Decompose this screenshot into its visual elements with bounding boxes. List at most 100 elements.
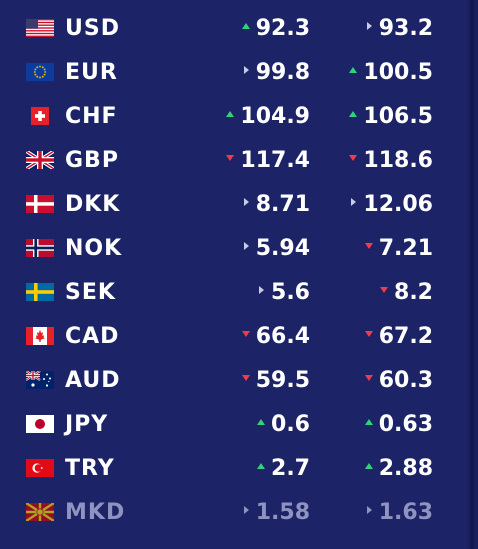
- exchange-rate-list: USD 92.3 93.2 EUR 99.8 100.5: [0, 8, 467, 536]
- trend-up-icon: [364, 418, 374, 426]
- us-flag-icon: [26, 19, 54, 37]
- currency-code: EUR: [65, 60, 118, 85]
- currency-code: MKD: [65, 500, 126, 525]
- currency-code: GBP: [65, 148, 119, 173]
- trend-same-icon: [241, 65, 251, 75]
- rate-row-dkk: DKK 8.71 12.06: [0, 184, 467, 228]
- trend-same-icon: [256, 285, 266, 295]
- currency-code: TRY: [65, 456, 115, 481]
- buy-rate: 1.58: [241, 497, 310, 529]
- rate-row-usd: USD 92.3 93.2: [0, 8, 467, 52]
- vertical-scrollbar[interactable]: [467, 0, 478, 549]
- dk-flag-icon: [26, 195, 54, 213]
- buy-rate-value: 92.3: [255, 16, 310, 41]
- sell-rate-value: 118.6: [363, 148, 433, 173]
- currency-code: NOK: [65, 236, 123, 261]
- sell-rate: 1.63: [364, 497, 433, 529]
- buy-rate: 99.8: [241, 57, 310, 89]
- trend-up-icon: [348, 66, 358, 74]
- buy-rate-value: 59.5: [255, 368, 310, 393]
- buy-rate: 0.6: [256, 409, 310, 441]
- trend-down-icon: [348, 154, 358, 162]
- buy-rate-value: 0.6: [271, 412, 310, 437]
- trend-same-icon: [364, 505, 374, 515]
- ch-flag-icon: [26, 107, 54, 125]
- trend-down-icon: [241, 374, 251, 382]
- buy-rate-value: 104.9: [240, 104, 310, 129]
- trend-down-icon: [364, 330, 374, 338]
- sell-rate-value: 106.5: [363, 104, 433, 129]
- trend-up-icon: [348, 110, 358, 118]
- jp-flag-icon: [26, 415, 54, 433]
- se-flag-icon: [26, 283, 54, 301]
- rate-row-try: TRY 2.7 2.88: [0, 448, 467, 492]
- trend-up-icon: [225, 110, 235, 118]
- sell-rate-value: 100.5: [363, 60, 433, 85]
- trend-down-icon: [225, 154, 235, 162]
- buy-rate-value: 5.6: [271, 280, 310, 305]
- buy-rate-value: 5.94: [255, 236, 310, 261]
- au-flag-icon: [26, 371, 54, 389]
- buy-rate: 104.9: [225, 101, 310, 133]
- sell-rate-value: 93.2: [378, 16, 433, 41]
- buy-rate-value: 99.8: [255, 60, 310, 85]
- ca-flag-icon: [26, 327, 54, 345]
- rate-row-nok: NOK 5.94 7.21: [0, 228, 467, 272]
- scrollbar-track[interactable]: [470, 0, 474, 549]
- sell-rate: 106.5: [348, 101, 433, 133]
- sell-rate-value: 1.63: [378, 500, 433, 525]
- currency-code: SEK: [65, 280, 116, 305]
- sell-rate-value: 67.2: [378, 324, 433, 349]
- sell-rate: 67.2: [364, 321, 433, 353]
- sell-rate: 100.5: [348, 57, 433, 89]
- sell-rate-value: 12.06: [363, 192, 433, 217]
- rate-row-eur: EUR 99.8 100.5: [0, 52, 467, 96]
- sell-rate: 12.06: [348, 189, 433, 221]
- trend-up-icon: [256, 418, 266, 426]
- buy-rate: 117.4: [225, 145, 310, 177]
- trend-same-icon: [241, 197, 251, 207]
- rate-row-chf: CHF 104.9 106.5: [0, 96, 467, 140]
- rate-row-cad: CAD 66.4 67.2: [0, 316, 467, 360]
- sell-rate: 60.3: [364, 365, 433, 397]
- sell-rate-value: 60.3: [378, 368, 433, 393]
- currency-code: CHF: [65, 104, 118, 129]
- buy-rate: 2.7: [256, 453, 310, 485]
- rate-row-gbp: GBP 117.4 118.6: [0, 140, 467, 184]
- buy-rate: 92.3: [241, 13, 310, 45]
- sell-rate-value: 8.2: [394, 280, 433, 305]
- sell-rate: 7.21: [364, 233, 433, 265]
- trend-same-icon: [241, 505, 251, 515]
- buy-rate: 5.94: [241, 233, 310, 265]
- sell-rate: 93.2: [364, 13, 433, 45]
- trend-down-icon: [241, 330, 251, 338]
- rate-row-aud: AUD 59.5 60.3: [0, 360, 467, 404]
- sell-rate: 8.2: [379, 277, 433, 309]
- trend-down-icon: [379, 286, 389, 294]
- sell-rate: 118.6: [348, 145, 433, 177]
- trend-same-icon: [348, 197, 358, 207]
- buy-rate: 66.4: [241, 321, 310, 353]
- buy-rate: 59.5: [241, 365, 310, 397]
- rate-row-sek: SEK 5.6 8.2: [0, 272, 467, 316]
- sell-rate: 0.63: [364, 409, 433, 441]
- buy-rate-value: 1.58: [255, 500, 310, 525]
- mk-flag-icon: [26, 503, 54, 521]
- currency-code: JPY: [65, 412, 109, 437]
- buy-rate: 5.6: [256, 277, 310, 309]
- trend-up-icon: [241, 22, 251, 30]
- trend-same-icon: [241, 241, 251, 251]
- buy-rate-value: 8.71: [255, 192, 310, 217]
- sell-rate: 2.88: [364, 453, 433, 485]
- trend-same-icon: [364, 21, 374, 31]
- currency-code: CAD: [65, 324, 120, 349]
- currency-code: USD: [65, 16, 120, 41]
- buy-rate: 8.71: [241, 189, 310, 221]
- rate-row-mkd: MKD 1.58 1.63: [0, 492, 467, 536]
- buy-rate-value: 2.7: [271, 456, 310, 481]
- gb-flag-icon: [26, 151, 54, 169]
- trend-up-icon: [364, 462, 374, 470]
- trend-up-icon: [256, 462, 266, 470]
- currency-code: AUD: [65, 368, 121, 393]
- eu-flag-icon: [26, 63, 54, 81]
